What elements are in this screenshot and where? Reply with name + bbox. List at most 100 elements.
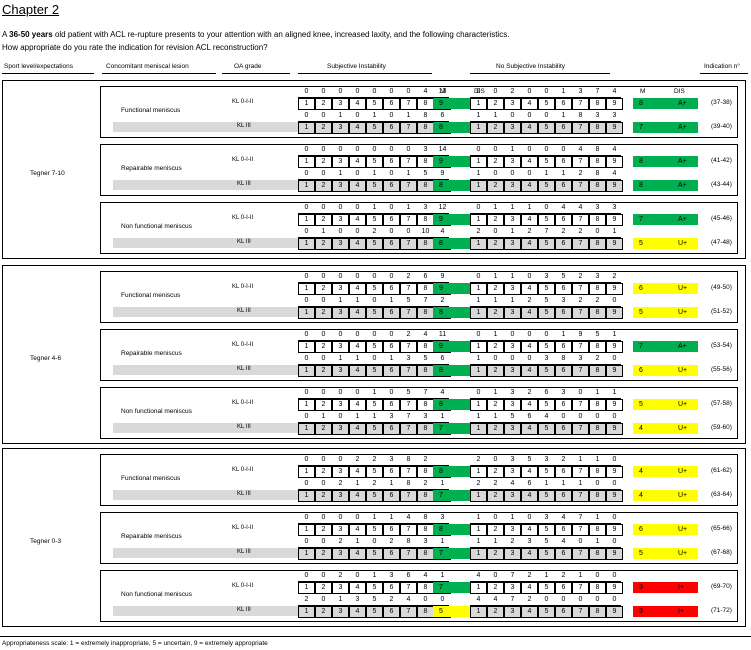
scale-cell: 6 bbox=[383, 399, 400, 411]
scale-cell: 6 bbox=[555, 548, 572, 560]
count-value: 0 bbox=[389, 331, 394, 338]
oa-grade-label: KL III bbox=[237, 424, 251, 430]
tegner-level-label: Tegner 0-3 bbox=[30, 538, 62, 545]
oa-grade-label: KL III bbox=[237, 549, 251, 555]
scale-cell: 1 bbox=[298, 238, 315, 250]
count-value: 3 bbox=[561, 389, 566, 396]
count-value: 1 bbox=[476, 413, 481, 420]
indication-number: (69-70) bbox=[711, 583, 732, 590]
disagreement-value: I+ bbox=[678, 608, 685, 615]
count-value: 1 bbox=[372, 514, 377, 521]
count-value: 1 bbox=[355, 355, 360, 362]
count-value: 2 bbox=[595, 297, 600, 304]
count-value: 0 bbox=[304, 538, 309, 545]
count-value: 0 bbox=[493, 170, 498, 177]
scale-cell: 2 bbox=[487, 606, 504, 618]
scale-cell: 1 bbox=[470, 365, 487, 377]
counts-underline bbox=[470, 523, 621, 524]
scale-cell: 3 bbox=[332, 365, 349, 377]
counts-underline bbox=[298, 547, 449, 548]
scale-cell: 7 bbox=[400, 283, 417, 295]
scale-cell: 7 bbox=[400, 365, 417, 377]
counts-underline bbox=[470, 306, 621, 307]
count-value: 0 bbox=[595, 413, 600, 420]
count-value: 3 bbox=[355, 596, 360, 603]
count-value: 1 bbox=[612, 331, 617, 338]
oa-grade-label: KL III bbox=[237, 181, 251, 187]
no-subjective-result: 4 U+ bbox=[633, 490, 698, 501]
no-subjective-counts: 2 2 4 6 1 1 1 0 0 bbox=[470, 480, 623, 488]
scale-cell: 2 bbox=[315, 283, 332, 295]
count-value: 5 bbox=[406, 297, 411, 304]
no-subjective-counts: 0 0 1 0 0 0 4 8 4 bbox=[470, 146, 623, 154]
scale-cell: 1 bbox=[470, 307, 487, 319]
scale-cell: 7 bbox=[400, 341, 417, 353]
scale-cell: 7 bbox=[400, 214, 417, 226]
scale-cell: 8 bbox=[417, 490, 434, 502]
header-indication: Indication n° bbox=[704, 63, 740, 70]
scale-cell: 6 bbox=[383, 156, 400, 168]
count-value: 2 bbox=[527, 228, 532, 235]
scale-cell: 2 bbox=[487, 423, 504, 435]
count-value: 0 bbox=[304, 204, 309, 211]
count-value: 1 bbox=[372, 112, 377, 119]
scale-cell: 5 bbox=[366, 524, 383, 536]
count-value: 0 bbox=[527, 355, 532, 362]
count-value: 0 bbox=[595, 228, 600, 235]
scale-cell: 7 bbox=[572, 548, 589, 560]
count-value: 1 bbox=[355, 480, 360, 487]
median-value: 4 bbox=[639, 492, 643, 499]
scale-cell: 6 bbox=[383, 466, 400, 478]
meniscal-lesion-box: Repairable meniscus bbox=[100, 329, 738, 381]
median-value: 4 bbox=[639, 468, 643, 475]
count-value: 0 bbox=[338, 413, 343, 420]
scale-cell: 2 bbox=[487, 238, 504, 250]
count-value: 0 bbox=[389, 273, 394, 280]
scale-cell: 3 bbox=[332, 156, 349, 168]
count-value: 5 bbox=[544, 538, 549, 545]
scale-cell: 6 bbox=[555, 214, 572, 226]
scale-cell: 2 bbox=[487, 180, 504, 192]
count-value: 2 bbox=[338, 480, 343, 487]
scale-cell: 8 bbox=[417, 582, 434, 594]
count-value: 4 bbox=[561, 538, 566, 545]
median-value: 8 bbox=[439, 309, 443, 316]
count-value: 1 bbox=[389, 514, 394, 521]
scale-cell: 2 bbox=[315, 606, 332, 618]
counts-underline bbox=[298, 340, 449, 341]
scale-cell: 2 bbox=[487, 98, 504, 110]
count-value: 1 bbox=[406, 170, 411, 177]
median-value: 8 bbox=[639, 182, 643, 189]
count-value: 4 bbox=[423, 331, 428, 338]
subjective-counts: 0 0 1 1 0 1 3 5 6 bbox=[298, 355, 451, 363]
oa-grade-label: KL 0-I-II bbox=[232, 99, 254, 105]
count-value: 0 bbox=[304, 355, 309, 362]
count-value: 7 bbox=[406, 413, 411, 420]
count-value: 3 bbox=[389, 413, 394, 420]
count-value: 1 bbox=[372, 413, 377, 420]
count-value: 4 bbox=[493, 596, 498, 603]
subjective-counts: 0 0 0 0 0 0 2 4 11 bbox=[298, 331, 451, 339]
count-value: 0 bbox=[355, 331, 360, 338]
count-value: 0 bbox=[510, 112, 515, 119]
count-value: 2 bbox=[476, 228, 481, 235]
count-value: 0 bbox=[355, 204, 360, 211]
oa-grade-label: KL 0-I-II bbox=[232, 583, 254, 589]
count-value: 3 bbox=[595, 273, 600, 280]
scale-cell: 6 bbox=[555, 365, 572, 377]
count-value: 2 bbox=[561, 456, 566, 463]
scale-cell: 8 bbox=[589, 466, 606, 478]
scale-cell: 5 bbox=[538, 307, 555, 319]
count-value: 0 bbox=[389, 88, 394, 95]
median-value: 7 bbox=[639, 124, 643, 131]
header-meniscal: Concomitant meniscal lesion bbox=[106, 63, 189, 70]
count-value: 0 bbox=[321, 596, 326, 603]
scale-cell: 3 bbox=[332, 122, 349, 134]
scale-cell: 5 bbox=[366, 490, 383, 502]
median-value: 5 bbox=[439, 608, 443, 615]
